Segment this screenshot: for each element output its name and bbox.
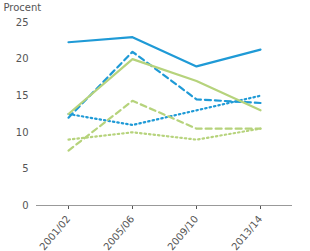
svg-text:2009/10: 2009/10 xyxy=(165,213,200,251)
svg-text:0: 0 xyxy=(22,200,28,211)
svg-text:5: 5 xyxy=(22,163,28,174)
svg-text:2013/14: 2013/14 xyxy=(229,213,264,251)
svg-text:2005/06: 2005/06 xyxy=(101,213,136,251)
svg-text:25: 25 xyxy=(16,17,29,28)
svg-text:2001/02: 2001/02 xyxy=(37,213,72,251)
svg-text:20: 20 xyxy=(16,53,29,64)
svg-text:15: 15 xyxy=(16,90,29,101)
svg-text:Procent: Procent xyxy=(4,2,42,13)
svg-text:10: 10 xyxy=(16,127,29,138)
